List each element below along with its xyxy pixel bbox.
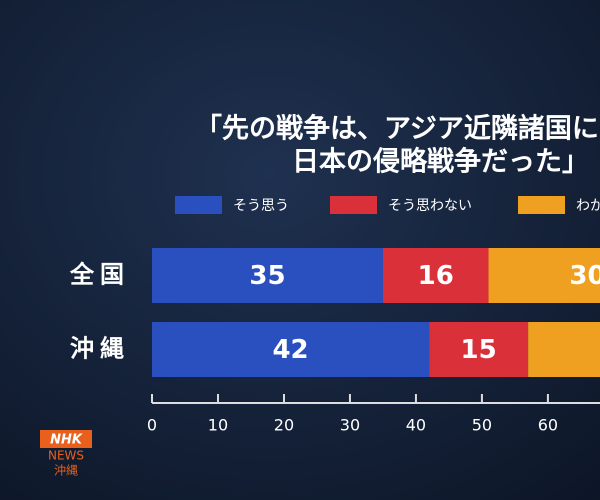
bar-segment <box>488 248 600 303</box>
x-tick-label: 60 <box>538 416 558 435</box>
title-line: 日本の侵略戦争だった」 <box>292 146 589 178</box>
data-label: 30 <box>569 261 600 291</box>
y-tick-label: 全国 <box>69 261 130 289</box>
logo-box <box>40 430 92 448</box>
bar-segment <box>382 248 489 303</box>
x-tick-label: 0 <box>147 416 157 435</box>
data-label: 35 <box>249 261 285 291</box>
bar-segment <box>152 322 430 377</box>
legend-label: そう思わない <box>388 198 472 214</box>
legend-label: わか <box>576 198 600 214</box>
plot: 「先の戦争は、アジア近隣諸国に 日本の侵略戦争だった」 そう思う そう思わない わか… <box>69 113 600 435</box>
bar-segment <box>429 322 529 377</box>
logo: NHK NEWS 沖縄 <box>40 430 92 478</box>
title-line: 「先の戦争は、アジア近隣諸国に <box>195 113 599 145</box>
bar-segment <box>152 248 383 303</box>
logo-brand: NHK <box>50 433 83 448</box>
x-tick-label: 30 <box>340 416 360 435</box>
y-tick-label: 沖縄 <box>70 335 130 363</box>
data-label: 15 <box>461 335 497 365</box>
data-label: 16 <box>418 261 454 291</box>
x-tick-label: 10 <box>208 416 228 435</box>
x-tick-label: 50 <box>472 416 492 435</box>
bar-segment <box>528 322 600 377</box>
legend-label: そう思う <box>233 198 289 214</box>
logo-text: 沖縄 <box>54 463 78 478</box>
data-label: 42 <box>272 335 308 365</box>
legend-swatch <box>175 196 222 214</box>
legend-swatch <box>330 196 377 214</box>
x-tick-label: 40 <box>406 416 426 435</box>
logo-text: NEWS <box>48 449 84 463</box>
legend-swatch <box>518 196 565 214</box>
x-tick-label: 20 <box>274 416 294 435</box>
